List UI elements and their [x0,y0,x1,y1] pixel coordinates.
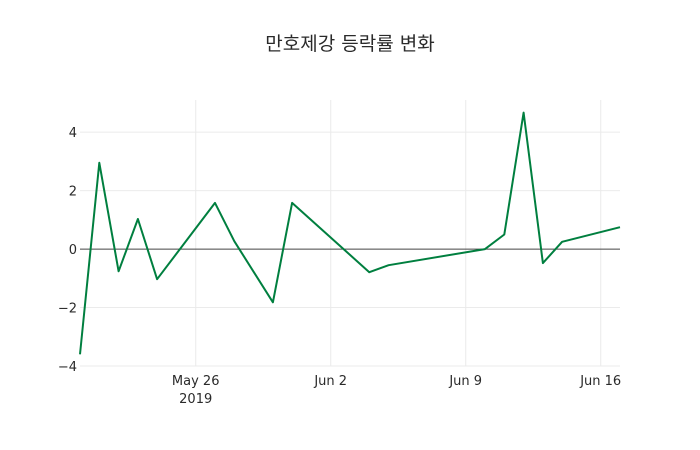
x-tick-label: May 26 [172,374,220,389]
chart-title: 만호제강 등락률 변화 [265,33,434,55]
x-tick-label: Jun 16 [579,374,621,389]
y-tick-label: 2 [69,185,77,200]
y-tick-label: −4 [58,360,77,375]
series-line [79,111,621,355]
x-tick-label: Jun 9 [448,374,482,389]
y-tick-label: 4 [69,126,77,141]
grid-lines [80,100,620,367]
x-tick-label: Jun 2 [313,374,347,389]
y-axis-labels: 4 2 0 −2 −4 [58,126,77,375]
series-layer [79,111,621,355]
x-tick-sublabel: 2019 [179,392,212,407]
x-axis-labels: May 26 2019 Jun 2 Jun 9 Jun 16 [172,374,621,407]
y-tick-label: −2 [58,302,77,317]
y-tick-label: 0 [69,243,77,258]
